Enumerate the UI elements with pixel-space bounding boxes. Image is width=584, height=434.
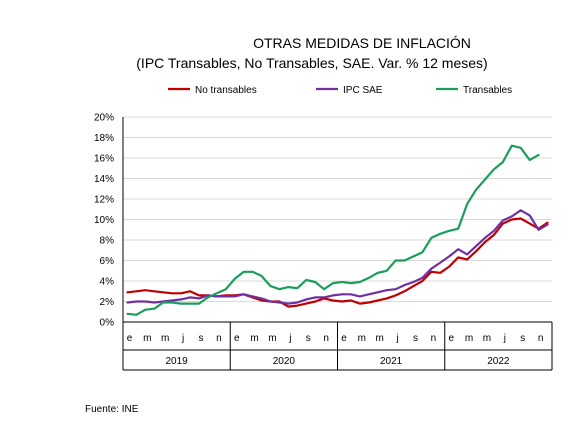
x-tick-label: m (358, 333, 366, 344)
y-tick-label: 18% (94, 133, 114, 144)
year-label: 2020 (273, 356, 296, 367)
y-tick-label: 6% (100, 256, 115, 267)
x-tick-label: m (268, 333, 276, 344)
y-tick-label: 4% (100, 277, 115, 288)
x-tick-label: j (395, 333, 398, 344)
legend-label: No transables (195, 85, 257, 96)
x-axis-year-labels: 2019 2020 2021 2022 (166, 356, 510, 367)
year-label: 2019 (166, 356, 189, 367)
x-tick-label: s (520, 333, 525, 344)
series-line-transables (126, 144, 540, 316)
y-axis-tick-labels: 0% 2% 4% 6% 8% 10% 12% 14% 16% 18% 20% (94, 113, 114, 329)
chart-title: OTRAS MEDIDAS DE INFLACIÓN (253, 35, 471, 51)
legend-label: IPC SAE (343, 85, 383, 96)
y-tick-label: 12% (94, 195, 114, 206)
legend: No transables IPC SAE Transables (168, 85, 512, 96)
x-tick-label: n (323, 333, 329, 344)
x-tick-label: j (503, 333, 506, 344)
source-note: Fuente: INE (85, 404, 139, 415)
x-tick-label: j (288, 333, 291, 344)
x-tick-label: m (376, 333, 384, 344)
x-tick-label: m (143, 333, 151, 344)
line-chart: No transables IPC SAE Transables 0% 2% 4% 6% 8… (94, 85, 553, 371)
y-tick-label: 14% (94, 174, 114, 185)
y-tick-label: 0% (100, 318, 115, 329)
series-line-no-transables (126, 217, 549, 308)
x-tick-label: s (306, 333, 311, 344)
legend-label: Transables (463, 85, 512, 96)
x-tick-label: e (448, 333, 454, 344)
gridlines (123, 116, 552, 302)
x-tick-label: n (431, 333, 437, 344)
x-tick-label: e (341, 333, 347, 344)
x-tick-label: n (216, 333, 222, 344)
y-tick-label: 10% (94, 215, 114, 226)
series-lines (126, 144, 549, 316)
year-label: 2022 (487, 356, 510, 367)
chart-subtitle: (IPC Transables, No Transables, SAE. Var… (136, 55, 488, 71)
x-tick-label: e (234, 333, 240, 344)
x-tick-label: n (538, 333, 544, 344)
x-tick-label: j (181, 333, 184, 344)
y-tick-label: 8% (100, 236, 115, 247)
axis-lines (122, 117, 553, 371)
x-tick-label: m (465, 333, 473, 344)
series-line-ipc-sae (126, 209, 549, 305)
x-tick-label: m (161, 333, 169, 344)
year-label: 2021 (380, 356, 403, 367)
x-tick-label: s (413, 333, 418, 344)
y-tick-label: 2% (100, 297, 115, 308)
x-tick-label: m (483, 333, 491, 344)
y-tick-label: 16% (94, 154, 114, 165)
x-tick-label: m (250, 333, 258, 344)
x-tick-label: s (198, 333, 203, 344)
x-tick-label: e (127, 333, 133, 344)
y-tick-label: 20% (94, 113, 114, 124)
